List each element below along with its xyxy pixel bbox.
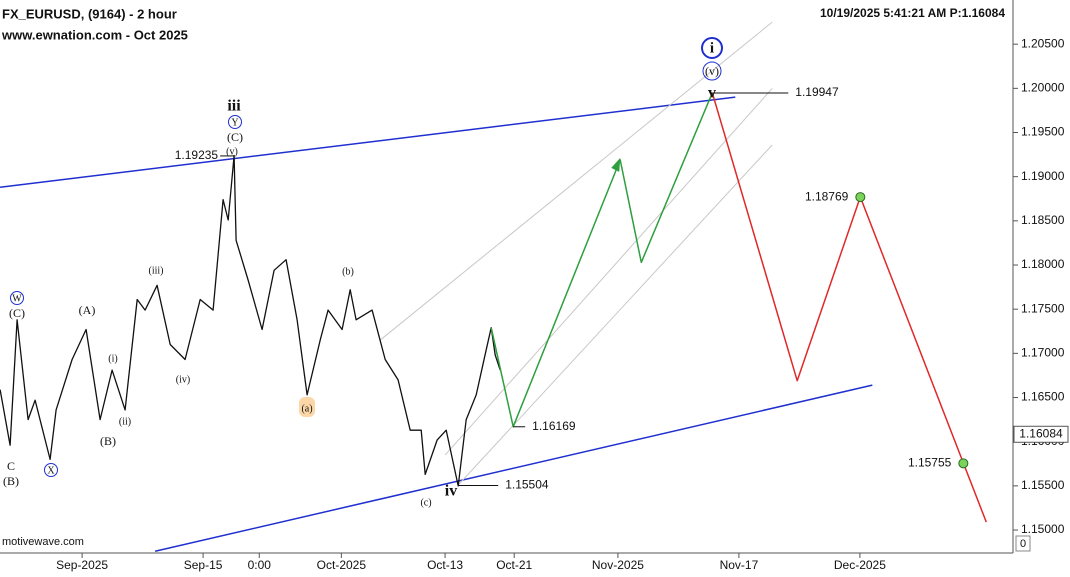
y-tick-label: 1.20500: [1021, 36, 1065, 50]
x-tick-label: Sep-2025: [56, 558, 108, 572]
y-tick-label: 1.15500: [1021, 478, 1065, 492]
axis-corner-box: [1015, 535, 1031, 552]
x-tick-label: Oct-2025: [317, 558, 367, 572]
wave-label: (v): [705, 64, 719, 78]
wave-circle: [44, 463, 58, 477]
trendline: [457, 144, 773, 486]
x-tick-label: Dec-2025: [834, 558, 886, 572]
wave-label: (iii): [149, 265, 164, 276]
wave-label: (ii): [119, 416, 131, 427]
wave-circle: [701, 37, 723, 59]
x-tick-label: Nov-2025: [592, 558, 644, 572]
source: motivewave.com: [2, 536, 84, 548]
trendline: [154, 384, 873, 552]
wave-label: (c): [420, 497, 431, 508]
wave-circle: [228, 115, 242, 129]
chart-title: FX_EURUSD, (9164) - 2 hour: [2, 6, 177, 21]
level-marker: [958, 458, 969, 469]
y-tick-label: 1.20000: [1021, 81, 1065, 95]
level-marker: [855, 192, 866, 203]
trendline: [0, 96, 736, 189]
x-tick-label: Nov-17: [720, 558, 759, 572]
x-tick-label: Oct-13: [427, 558, 463, 572]
wave-circle: [702, 61, 722, 81]
wave-label: i: [710, 40, 714, 56]
y-tick-label: 1.18000: [1021, 257, 1065, 271]
trendline: [444, 88, 773, 456]
wave-label: (b): [342, 266, 354, 277]
timestamp: 10/19/2025 5:41:21 AM P:1.16084: [820, 6, 1005, 20]
y-tick-label: 1.15000: [1021, 522, 1065, 536]
level-label: 1.15504: [505, 478, 549, 492]
y-tick-label: 1.19500: [1021, 125, 1065, 139]
subtitle: www.ewnation.com - Oct 2025: [1, 27, 188, 42]
y-tick-label: 1.19000: [1021, 169, 1065, 183]
y-tick-label: 1.17500: [1021, 301, 1065, 315]
x-tick-label: Sep-15: [184, 558, 223, 572]
highlight: [299, 397, 315, 417]
wave-label: (C): [227, 130, 243, 144]
price-line: [0, 154, 501, 487]
wave-label: (B): [100, 434, 116, 448]
wave-label: Y: [231, 117, 238, 128]
level-label: 1.19235: [175, 148, 219, 162]
wave-label: iii: [227, 98, 241, 115]
y-tick-label: 1.18500: [1021, 213, 1065, 227]
y-tick-label: 1.17000: [1021, 346, 1065, 360]
wave-label: (B): [3, 474, 19, 488]
level-label: 1.15755: [908, 456, 952, 470]
arrowhead: [611, 157, 621, 172]
x-tick-label: 0:00: [248, 558, 272, 572]
last-price-box: [1013, 425, 1069, 443]
wave-label: (i): [108, 353, 117, 364]
wave-label: W: [12, 293, 22, 304]
last-price: 1.16084: [1019, 426, 1063, 440]
x-tick-label: Oct-21: [496, 558, 532, 572]
price-line: [490, 92, 713, 428]
wave-label: C: [7, 459, 15, 473]
trendline: [379, 21, 773, 341]
level-label: 1.19947: [795, 85, 839, 99]
wave-circle: [10, 291, 24, 305]
y-tick-label: 1.16500: [1021, 390, 1065, 404]
axis-corner: 0: [1020, 538, 1026, 550]
wave-label: v: [708, 85, 716, 102]
wave-label: (a): [301, 403, 312, 414]
wave-label: iv: [445, 483, 457, 500]
wave-label: X: [47, 465, 55, 476]
wave-label: (v): [226, 146, 238, 157]
wave-label: (C): [9, 306, 25, 320]
level-label: 1.18769: [805, 189, 849, 203]
wave-label: (A): [79, 303, 96, 317]
level-label: 1.16169: [532, 419, 576, 433]
wave-label: (iv): [176, 374, 190, 385]
